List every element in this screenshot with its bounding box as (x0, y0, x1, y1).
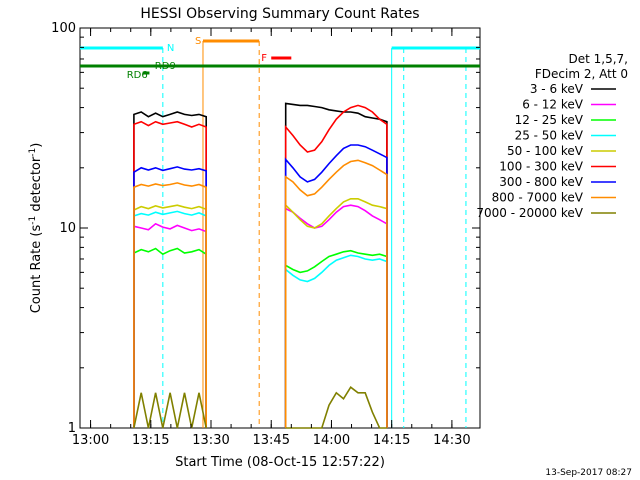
y-axis: 1 10 100 (51, 21, 480, 436)
legend-label: 300 - 800 keV (499, 175, 583, 189)
night-label: N (167, 43, 174, 54)
series-line-0 (284, 102, 388, 428)
legend-label: 50 - 100 keV (507, 144, 584, 158)
series-line-6 (133, 166, 207, 428)
series-line-6 (284, 144, 388, 428)
series-line-5 (133, 120, 207, 428)
series-line-0 (133, 111, 207, 428)
y-axis-label-part: ) (29, 143, 44, 148)
x-tick-label: 14:15 (373, 433, 410, 448)
x-tick-label: 13:15 (132, 433, 169, 448)
y-tick-label: 10 (59, 221, 76, 236)
series-line-7 (133, 182, 207, 428)
x-tick-label: 13:45 (253, 433, 290, 448)
series-line-7 (284, 159, 388, 428)
y-axis-label-exponent: -1 (28, 148, 38, 157)
legend-label: 12 - 25 keV (515, 113, 584, 127)
footer-date: 13-Sep-2017 08:27 (545, 468, 632, 478)
legend-header: FDecim 2, Att 0 (535, 67, 628, 81)
y-axis-label-part: Count Rate (s (29, 225, 44, 314)
legend-label: 800 - 7000 keV (492, 191, 584, 205)
decimation-label-rd6: RD6 (127, 70, 148, 81)
x-tick-label: 13:00 (72, 433, 109, 448)
instrument-state-lines (80, 39, 480, 428)
flare-label: F (261, 53, 267, 64)
series-line-1 (133, 222, 207, 428)
x-tick-label: 14:30 (433, 433, 470, 448)
y-tick-label: 100 (51, 21, 76, 36)
series-line-8 (285, 386, 387, 429)
x-tick-label: 14:00 (313, 433, 350, 448)
x-axis-label: Start Time (08-Oct-15 12:57:22) (175, 455, 385, 470)
y-axis-label: Count Rate (s-1 detector-1) (28, 143, 44, 314)
y-axis-label-exponent: -1 (28, 216, 38, 225)
series-line-4 (133, 204, 207, 428)
decimation-label-rd9: RD9 (155, 61, 176, 72)
series-layer (133, 102, 388, 429)
saa-label: S (195, 36, 201, 47)
legend-header: Det 1,5,7, (569, 52, 629, 66)
series-line-8 (133, 392, 207, 429)
series-line-2 (133, 247, 207, 428)
legend-label: 3 - 6 keV (530, 82, 584, 96)
x-tick-label: 13:30 (192, 433, 229, 448)
series-line-2 (284, 249, 388, 428)
legend-label: 7000 - 20000 keV (476, 206, 583, 220)
series-line-3 (284, 254, 388, 428)
chart-title: HESSI Observing Summary Count Rates (140, 6, 419, 22)
series-line-3 (133, 210, 207, 428)
series-line-5 (284, 104, 388, 428)
legend-label: 6 - 12 keV (522, 98, 584, 112)
annotation-layer: N S F RD9 RD6 (127, 36, 267, 81)
legend-label: 25 - 50 keV (515, 129, 584, 143)
series-line-1 (284, 204, 388, 428)
y-tick-label: 1 (68, 421, 76, 436)
x-axis: 13:00 13:15 13:30 13:45 14:00 14:15 14:30 (72, 28, 471, 448)
series-line-4 (284, 198, 388, 428)
y-axis-label-part: detector (29, 156, 44, 216)
legend-label: 100 - 300 keV (499, 160, 583, 174)
